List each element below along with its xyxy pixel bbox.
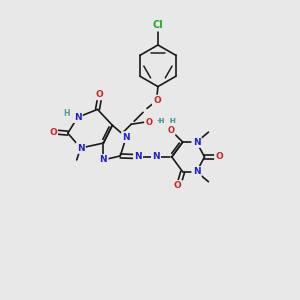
Text: N: N bbox=[134, 152, 142, 161]
Text: O: O bbox=[96, 90, 103, 99]
Text: N: N bbox=[74, 113, 82, 122]
Text: O: O bbox=[49, 128, 57, 137]
Text: N: N bbox=[100, 155, 107, 164]
Text: O: O bbox=[174, 181, 182, 190]
Text: O: O bbox=[49, 128, 57, 137]
Text: O: O bbox=[167, 126, 174, 135]
Text: H: H bbox=[169, 118, 175, 124]
Text: H: H bbox=[64, 109, 70, 118]
Text: O: O bbox=[215, 152, 223, 161]
Text: N: N bbox=[134, 152, 142, 161]
Text: ·H: ·H bbox=[156, 118, 164, 124]
Text: O: O bbox=[153, 96, 161, 105]
Text: N: N bbox=[77, 143, 85, 152]
Text: O: O bbox=[215, 152, 223, 161]
Text: H: H bbox=[169, 118, 175, 124]
Text: N: N bbox=[193, 138, 200, 147]
Text: N: N bbox=[74, 113, 82, 122]
Text: N: N bbox=[152, 152, 160, 161]
Text: N: N bbox=[100, 155, 107, 164]
Text: O: O bbox=[174, 181, 182, 190]
Text: O: O bbox=[153, 96, 161, 105]
Text: N: N bbox=[77, 143, 85, 152]
Text: Cl: Cl bbox=[153, 20, 163, 30]
Text: N: N bbox=[122, 133, 130, 142]
Text: N: N bbox=[193, 138, 200, 147]
Text: N: N bbox=[193, 167, 200, 176]
Text: O: O bbox=[146, 118, 152, 127]
Text: N: N bbox=[152, 152, 160, 161]
Text: O: O bbox=[167, 126, 174, 135]
Text: Cl: Cl bbox=[153, 20, 163, 30]
Text: N: N bbox=[193, 167, 200, 176]
Text: H: H bbox=[64, 109, 70, 118]
Text: H: H bbox=[64, 109, 70, 118]
Text: O: O bbox=[96, 90, 103, 99]
Text: O: O bbox=[146, 118, 152, 127]
Text: N: N bbox=[122, 133, 130, 142]
Text: ·H: ·H bbox=[156, 118, 164, 124]
